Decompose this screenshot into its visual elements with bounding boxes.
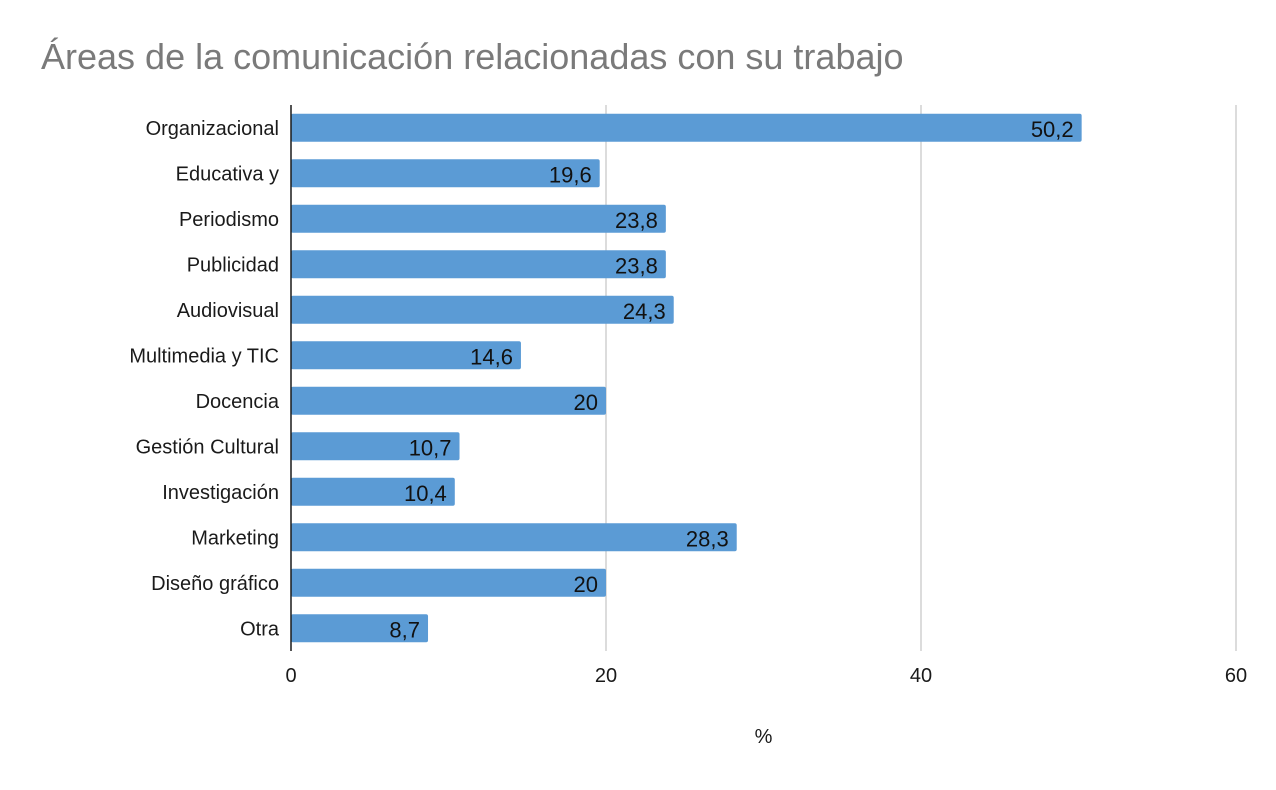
chart-title: Áreas de la comunicación relacionadas co…: [41, 36, 904, 77]
data-label: 28,3: [686, 526, 729, 551]
category-labels: Organizacional Educativa y Periodismo Publi…: [129, 118, 280, 641]
category-label: Audiovisual: [177, 300, 279, 322]
bar-2: [291, 159, 600, 188]
data-label: 8,7: [389, 617, 420, 642]
x-tick-labels: 0 20 40 60: [285, 665, 1247, 687]
data-label: 23,8: [615, 208, 658, 233]
x-tick-label: 60: [1225, 665, 1247, 687]
data-label: 10,7: [409, 435, 452, 460]
bar-4: [291, 250, 666, 279]
data-label: 24,3: [623, 299, 666, 324]
x-axis-title: %: [755, 726, 773, 748]
bar-1: [291, 113, 1082, 142]
data-label: 10,4: [404, 481, 447, 506]
bar-12: [291, 614, 429, 643]
category-label: Investigación: [162, 482, 279, 504]
bars: [291, 113, 1082, 643]
data-labels: 50,2 19,6 23,8 23,8 24,3 14,6 20 10,7 10,4 28,3 20…: [389, 117, 1073, 643]
data-label: 20: [574, 572, 598, 597]
category-label: Marketing: [191, 527, 279, 549]
data-label: 14,6: [470, 344, 513, 369]
category-label: Otra: [240, 618, 280, 640]
bar-3: [291, 204, 666, 233]
bar-6: [291, 341, 521, 370]
category-label: Periodismo: [179, 209, 279, 231]
bar-10: [291, 523, 737, 552]
bar-5: [291, 295, 674, 324]
category-label: Diseño gráfico: [151, 573, 279, 595]
bar-8: [291, 432, 460, 461]
data-label: 20: [574, 390, 598, 415]
grid-lines: [605, 105, 1237, 651]
bar-7: [291, 386, 606, 415]
data-label: 19,6: [549, 162, 592, 187]
category-label: Publicidad: [187, 254, 279, 276]
bar-11: [291, 568, 606, 597]
x-tick-label: 40: [910, 665, 932, 687]
data-label: 23,8: [615, 253, 658, 278]
category-label: Educativa y: [176, 163, 279, 185]
category-label: Organizacional: [146, 118, 279, 140]
category-label: Docencia: [196, 391, 280, 413]
category-label: Multimedia y TIC: [129, 345, 279, 367]
x-tick-label: 0: [285, 665, 296, 687]
bar-9: [291, 477, 455, 506]
data-label: 50,2: [1031, 117, 1074, 142]
category-label: Gestión Cultural: [136, 436, 279, 458]
x-tick-label: 20: [595, 665, 617, 687]
